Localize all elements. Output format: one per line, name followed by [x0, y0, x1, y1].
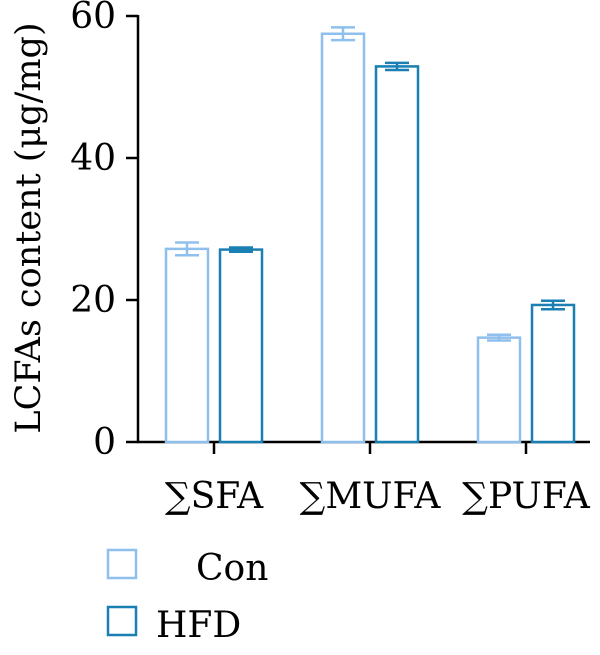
legend: Con HFD: [106, 548, 268, 646]
bar-hfd-1: [374, 65, 420, 444]
y-tick-label: 60: [70, 0, 116, 37]
y-tick-label: 0: [93, 422, 116, 463]
bar-hfd-0: [218, 248, 264, 444]
bar-con-2: [476, 336, 522, 444]
y-axis-title: LCFAs content (μg/mg): [9, 22, 49, 433]
bar-hfd-2: [530, 303, 576, 444]
legend-label-con: Con: [196, 548, 268, 589]
legend-swatch-hfd: [106, 605, 138, 637]
x-tick-label: ∑SFA: [165, 476, 264, 517]
y-tick-label: 20: [70, 280, 116, 321]
bar-con-0: [164, 247, 210, 444]
x-axis: ∑SFA ∑MUFA ∑PUFA: [137, 440, 591, 517]
legend-swatch-con: [106, 548, 138, 580]
bar-con-1: [320, 32, 366, 444]
x-tick-label: ∑PUFA: [462, 476, 590, 517]
y-tick-label: 40: [70, 138, 116, 179]
bars: [164, 32, 576, 444]
x-tick-label: ∑MUFA: [300, 476, 442, 517]
legend-label-hfd: HFD: [156, 605, 241, 646]
error-bars: [175, 26, 565, 342]
y-axis: 0 20 40 60: [70, 0, 140, 463]
